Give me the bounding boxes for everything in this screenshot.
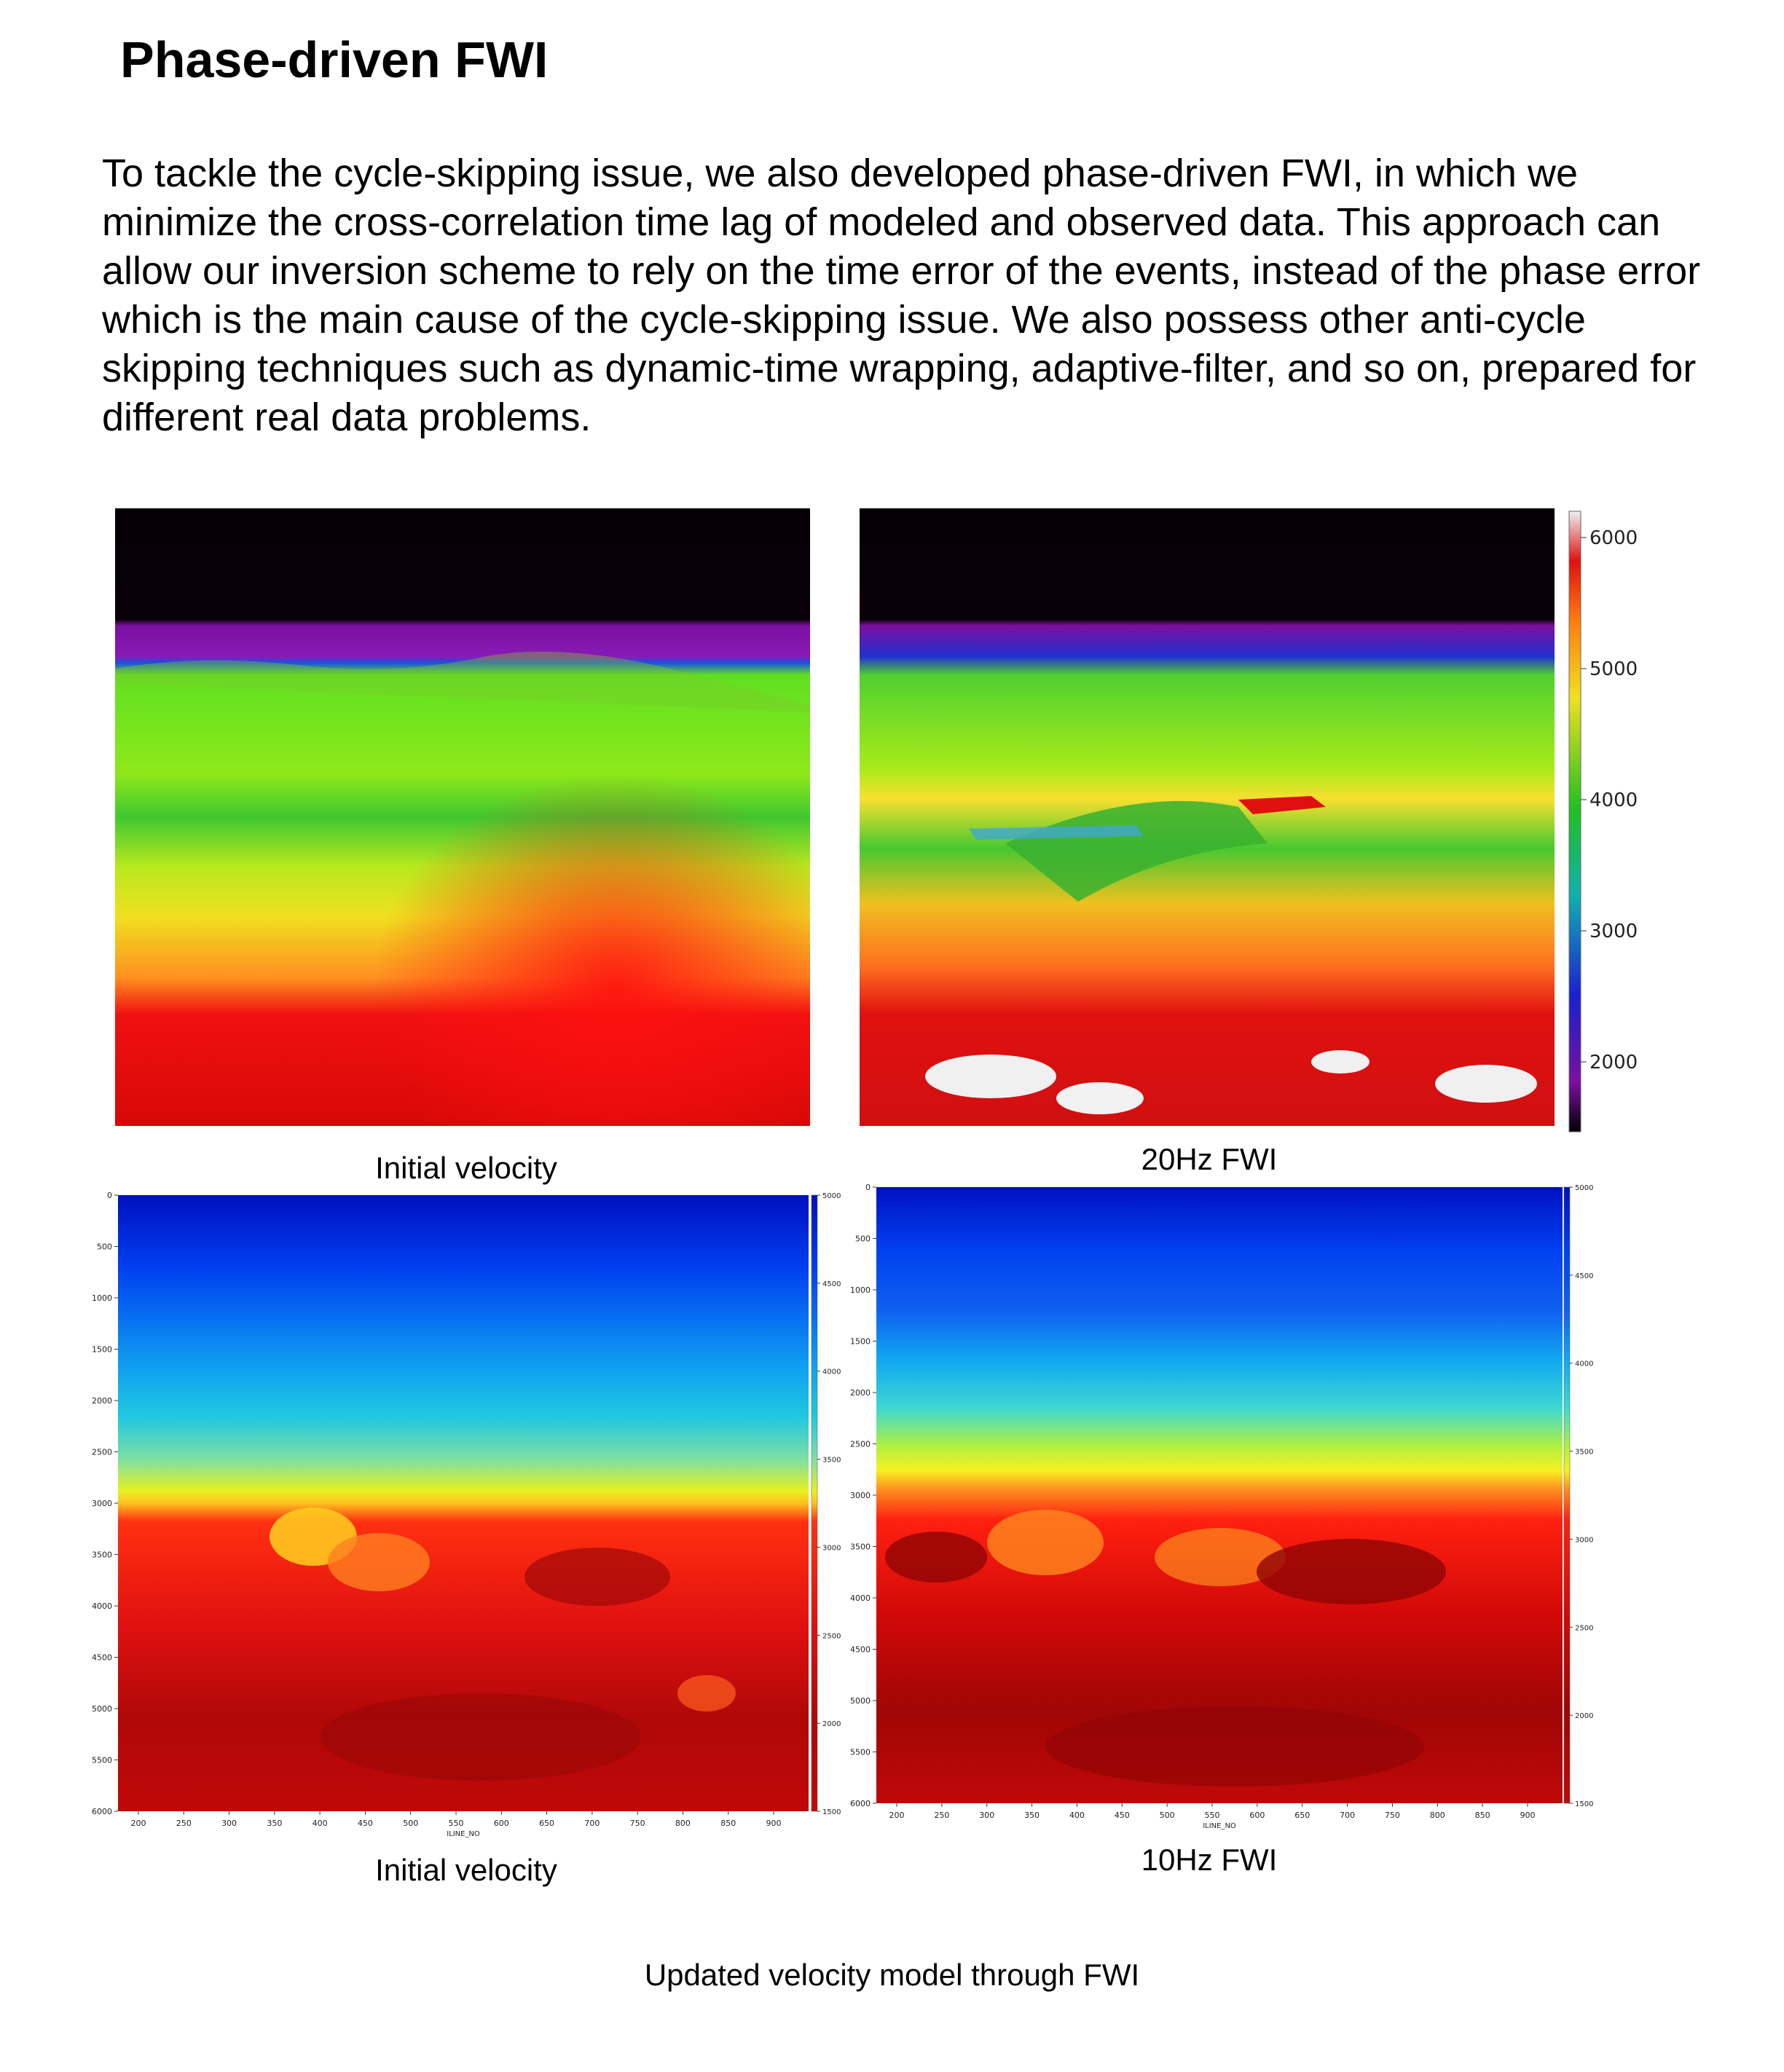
iline-tick-label: 300 — [221, 1819, 237, 1828]
depth-tick-label: 4500 — [92, 1653, 112, 1663]
depth-tick-label: 4000 — [850, 1594, 871, 1603]
iline-tick-label: 250 — [934, 1811, 949, 1820]
colorbar-top: 6000 5000 4000 3000 2000 — [1566, 508, 1654, 1135]
depth-tick-label: 5500 — [92, 1756, 112, 1765]
depth-tick-label: 0 — [107, 1191, 112, 1200]
iline-tick-label: 700 — [584, 1819, 600, 1828]
depth-tick-label: 4000 — [92, 1602, 112, 1611]
figure-caption: Updated velocity model through FWI — [644, 1958, 1140, 1992]
iline-tick-label: 350 — [1024, 1811, 1040, 1820]
iline-tick-label: 250 — [176, 1819, 192, 1828]
iline-tick-label: 650 — [539, 1819, 554, 1828]
caption-20hz-fwi: 20Hz FWI — [1141, 1142, 1278, 1176]
colorbar-tick-label: 4500 — [822, 1280, 841, 1288]
depth-tick-label: 2500 — [92, 1448, 112, 1457]
depth-tick-label: 1000 — [92, 1293, 112, 1303]
iline-tick-label: 500 — [403, 1819, 418, 1828]
depth-tick-label: 5000 — [850, 1696, 871, 1706]
x-axis-label: ILINE_NO — [1203, 1822, 1236, 1830]
depth-tick-label: 1500 — [850, 1337, 871, 1347]
fwi-20hz-image — [860, 508, 1555, 1126]
iline-tick-label: 900 — [1520, 1811, 1536, 1820]
initial-velocity-image-bottom: 0 500 1000 1500 2000 2500 3000 3500 4000 4500 5000… — [73, 1183, 845, 1854]
depth-tick-label: 5500 — [850, 1748, 871, 1757]
caption-10hz-fwi: 10Hz FWI — [1141, 1843, 1278, 1877]
iline-tick-label: 650 — [1294, 1811, 1310, 1820]
depth-tick-label: 2000 — [850, 1388, 871, 1398]
colorbar-tick-label: 4000 — [822, 1368, 841, 1376]
iline-tick-label: 450 — [358, 1819, 373, 1828]
iline-tick-label: 550 — [1205, 1811, 1220, 1820]
colorbar-top-tick-label: 3000 — [1590, 921, 1638, 942]
depth-tick-label: 3500 — [92, 1551, 112, 1560]
depth-tick-label: 500 — [855, 1234, 871, 1244]
depth-tick-label: 0 — [865, 1183, 871, 1192]
depth-tick-label: 3000 — [850, 1491, 871, 1500]
caption-initial-velocity-bottom: Initial velocity — [375, 1853, 557, 1887]
depth-tick-label: 4500 — [850, 1645, 871, 1655]
colorbar-tick-label: 4000 — [1575, 1360, 1593, 1368]
colorbar-tick-label: 3500 — [1575, 1449, 1593, 1457]
iline-tick-label: 750 — [630, 1819, 645, 1828]
iline-tick-label: 800 — [1430, 1811, 1445, 1820]
iline-tick-label: 600 — [1249, 1811, 1265, 1820]
initial-velocity-image-top — [115, 508, 810, 1126]
iline-tick-label: 750 — [1385, 1811, 1400, 1820]
colorbar-tick-label: 2000 — [1575, 1712, 1593, 1720]
iline-tick-label: 450 — [1115, 1811, 1130, 1820]
iline-tick-label: 600 — [494, 1819, 509, 1828]
colorbar-tick-label: 3000 — [1575, 1536, 1593, 1544]
depth-tick-label: 1000 — [850, 1285, 871, 1295]
colorbar-tick-label: 5000 — [822, 1192, 841, 1200]
depth-tick-label: 2000 — [92, 1396, 112, 1406]
iline-tick-label: 300 — [979, 1811, 994, 1820]
colorbar-tick-label: 1500 — [1575, 1800, 1593, 1808]
colorbar-tick-label: 3000 — [822, 1544, 841, 1552]
colorbar-tick-label: 3500 — [822, 1457, 841, 1465]
depth-tick-label: 5000 — [92, 1704, 112, 1714]
colorbar-tick-label: 5000 — [1575, 1184, 1593, 1192]
intro-paragraph: To tackle the cycle-skipping issue, we a… — [102, 151, 1701, 439]
iline-tick-label: 400 — [313, 1819, 328, 1828]
colorbar-tick-label: 2500 — [822, 1632, 841, 1640]
depth-tick-label: 6000 — [850, 1799, 871, 1808]
colorbar-top-tick-label: 5000 — [1590, 658, 1638, 680]
depth-tick-label: 500 — [97, 1242, 112, 1252]
iline-tick-label: 500 — [1160, 1811, 1175, 1820]
depth-tick-label: 1500 — [92, 1345, 112, 1355]
depth-tick-label: 3000 — [92, 1499, 112, 1508]
iline-tick-label: 850 — [1475, 1811, 1490, 1820]
iline-tick-label: 900 — [766, 1819, 782, 1828]
colorbar-tick-label: 1500 — [822, 1808, 841, 1816]
colorbar-top-tick-label: 2000 — [1590, 1052, 1638, 1074]
colorbar-tick-label: 4500 — [1575, 1272, 1593, 1280]
depth-tick-label: 2500 — [850, 1440, 871, 1449]
iline-tick-label: 200 — [889, 1811, 905, 1820]
iline-tick-label: 550 — [449, 1819, 464, 1828]
caption-initial-velocity-top: Initial velocity — [375, 1151, 557, 1185]
depth-tick-label: 3500 — [850, 1543, 871, 1552]
colorbar-tick-label: 2500 — [1575, 1624, 1593, 1632]
iline-tick-label: 200 — [131, 1819, 146, 1828]
x-axis-label: ILINE_NO — [447, 1830, 480, 1838]
page-title: Phase-driven FWI — [120, 31, 549, 88]
colorbar-tick-label: 2000 — [822, 1720, 841, 1728]
colorbar-top-tick-label: 6000 — [1590, 527, 1638, 549]
colorbar-top-tick-label: 4000 — [1590, 789, 1638, 811]
iline-tick-label: 350 — [267, 1819, 282, 1828]
fwi-10hz-image: 0 500 1000 1500 2000 2500 3000 3500 4000 4500 5000… — [827, 1178, 1614, 1848]
iline-tick-label: 800 — [675, 1819, 691, 1828]
depth-tick-label: 6000 — [92, 1807, 112, 1816]
iline-tick-label: 700 — [1340, 1811, 1355, 1820]
iline-tick-label: 850 — [720, 1819, 736, 1828]
iline-tick-label: 400 — [1069, 1811, 1085, 1820]
